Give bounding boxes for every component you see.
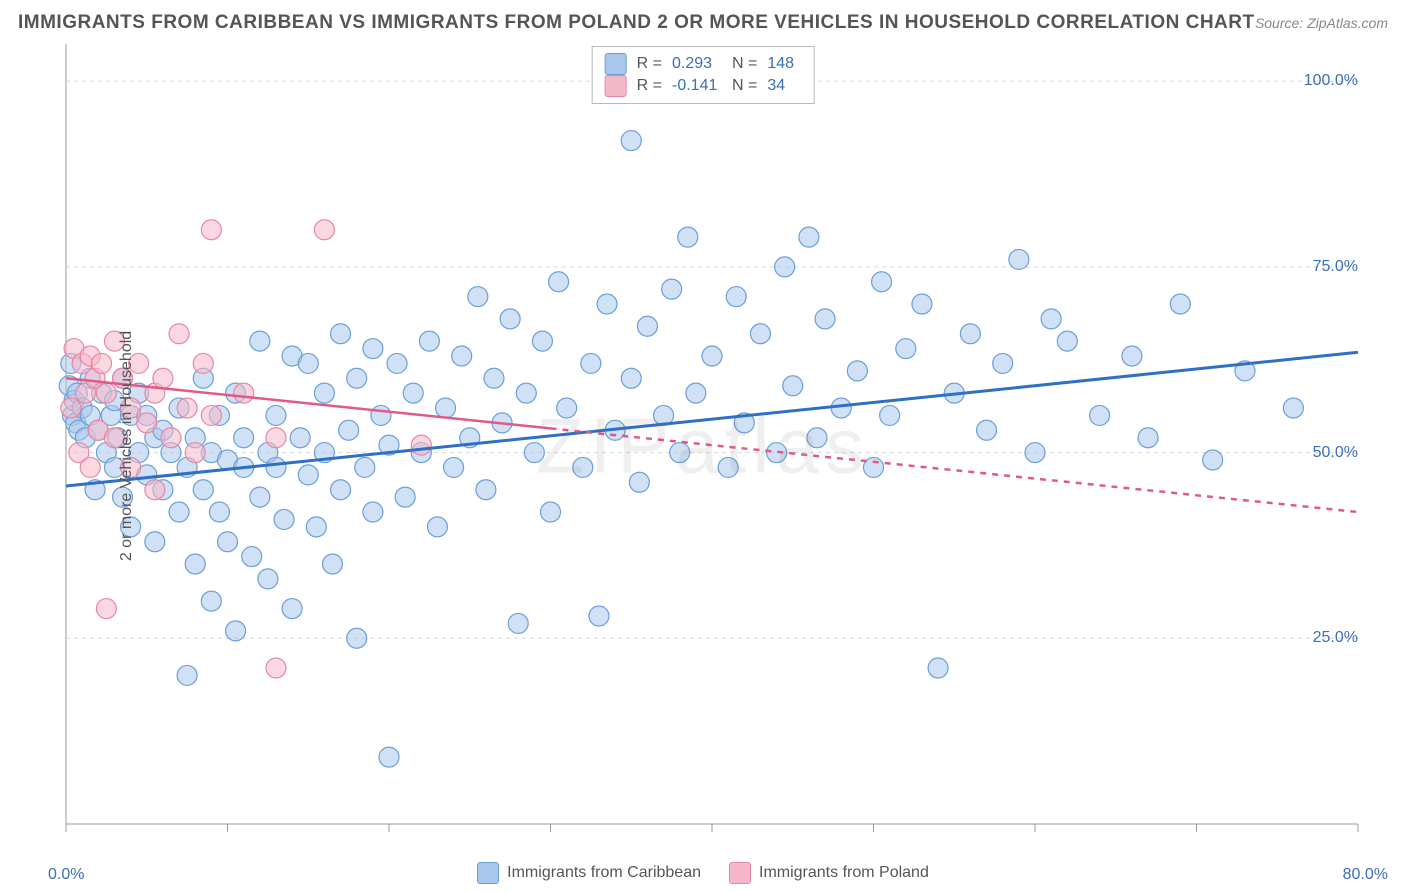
- correlation-row: R = -0.141 N = 34: [605, 75, 802, 97]
- correlation-row: R = 0.293 N = 148: [605, 53, 802, 75]
- y-tick-label: 25.0%: [1313, 629, 1358, 647]
- r-label: R =: [637, 53, 662, 75]
- y-axis-label: 2 or more Vehicles in Household: [118, 331, 136, 561]
- y-tick-label: 75.0%: [1313, 258, 1358, 276]
- n-value: 148: [767, 53, 801, 75]
- chart-area: 2 or more Vehicles in Household ZIPatlas…: [18, 44, 1388, 848]
- source-label: Source: ZipAtlas.com: [1255, 15, 1388, 31]
- legend-swatch: [605, 53, 627, 75]
- scatter-chart: [18, 44, 1388, 844]
- r-label: R =: [637, 75, 662, 97]
- legend-swatch: [605, 75, 627, 97]
- x-min-label: 0.0%: [48, 866, 84, 884]
- x-axis-labels: 0.0% 80.0%: [48, 866, 1388, 884]
- r-value: 0.293: [672, 53, 722, 75]
- x-max-label: 80.0%: [1343, 866, 1388, 884]
- y-tick-label: 100.0%: [1304, 72, 1358, 90]
- n-label: N =: [732, 75, 757, 97]
- correlation-legend: R = 0.293 N = 148 R = -0.141 N = 34: [592, 46, 815, 104]
- n-value: 34: [767, 75, 801, 97]
- y-tick-label: 50.0%: [1313, 444, 1358, 462]
- n-label: N =: [732, 53, 757, 75]
- r-value: -0.141: [672, 75, 722, 97]
- chart-title: IMMIGRANTS FROM CARIBBEAN VS IMMIGRANTS …: [18, 12, 1255, 34]
